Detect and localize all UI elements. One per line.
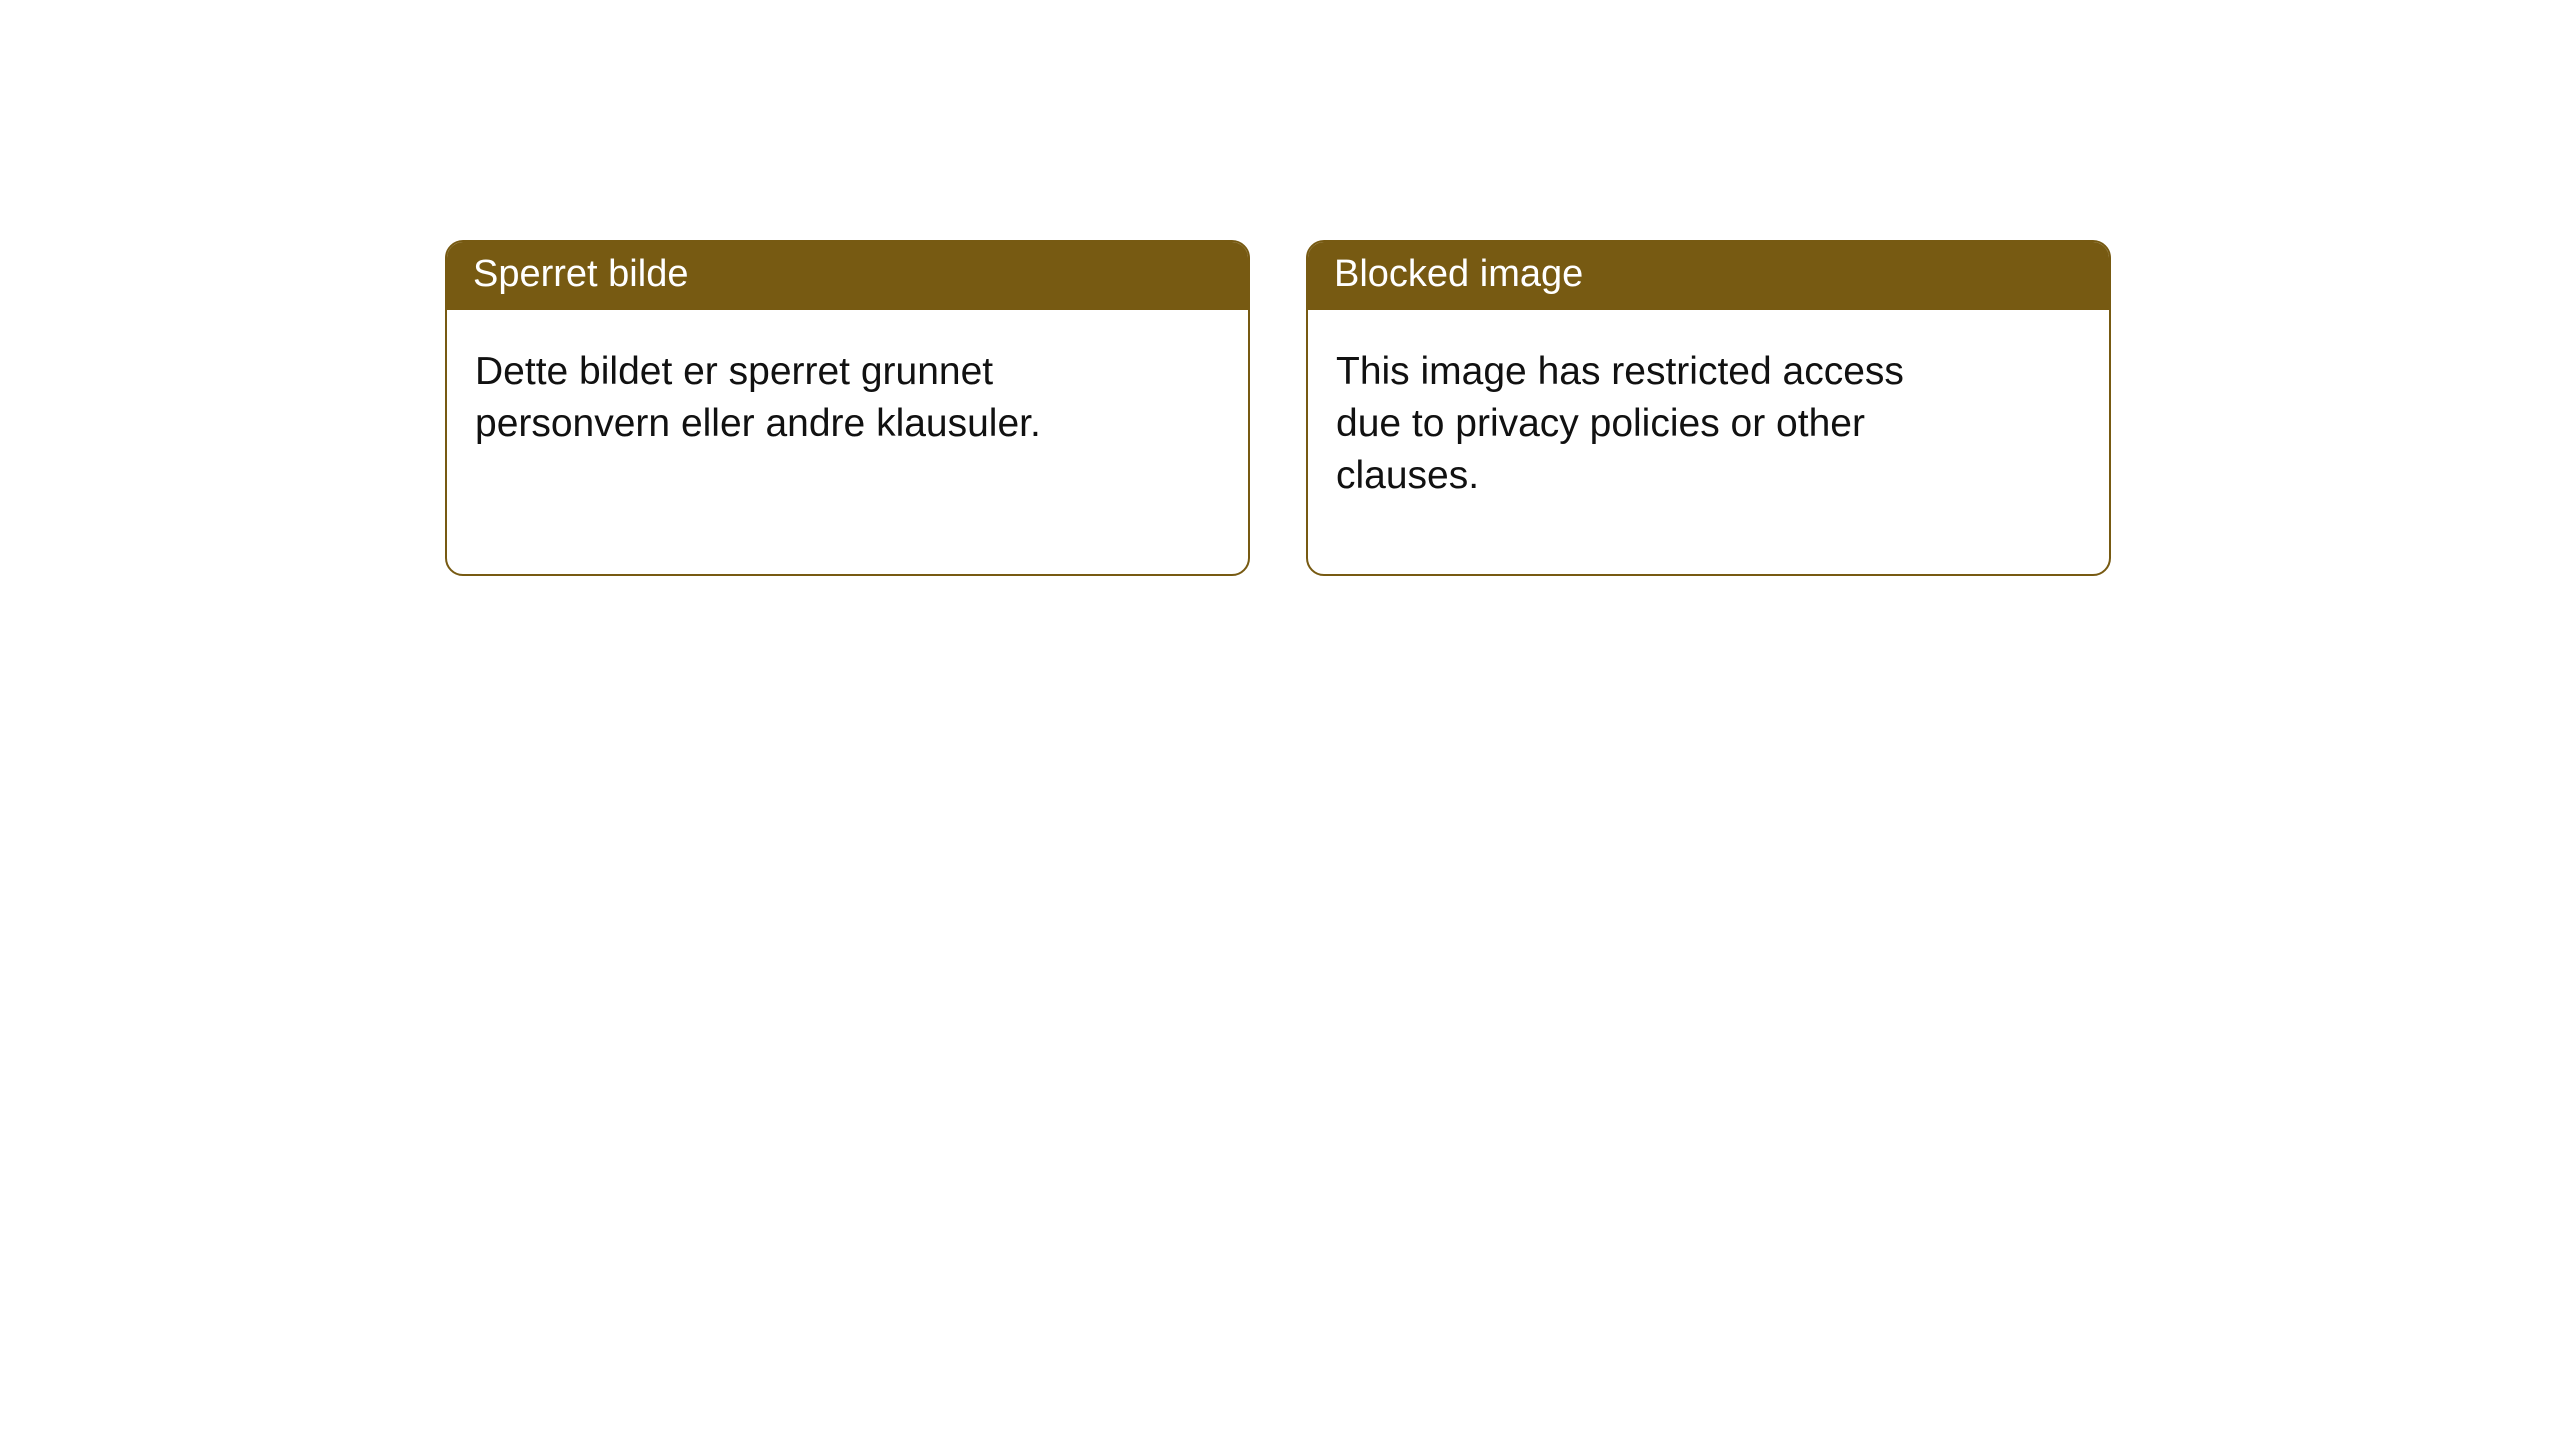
notice-card-norwegian: Sperret bilde Dette bildet er sperret gr… — [445, 240, 1250, 576]
notice-card-english: Blocked image This image has restricted … — [1306, 240, 2111, 576]
notice-title: Sperret bilde — [447, 242, 1248, 310]
notice-title: Blocked image — [1308, 242, 2109, 310]
notice-container: Sperret bilde Dette bildet er sperret gr… — [0, 0, 2560, 576]
notice-body: This image has restricted access due to … — [1308, 310, 1988, 574]
notice-body: Dette bildet er sperret grunnet personve… — [447, 310, 1127, 574]
